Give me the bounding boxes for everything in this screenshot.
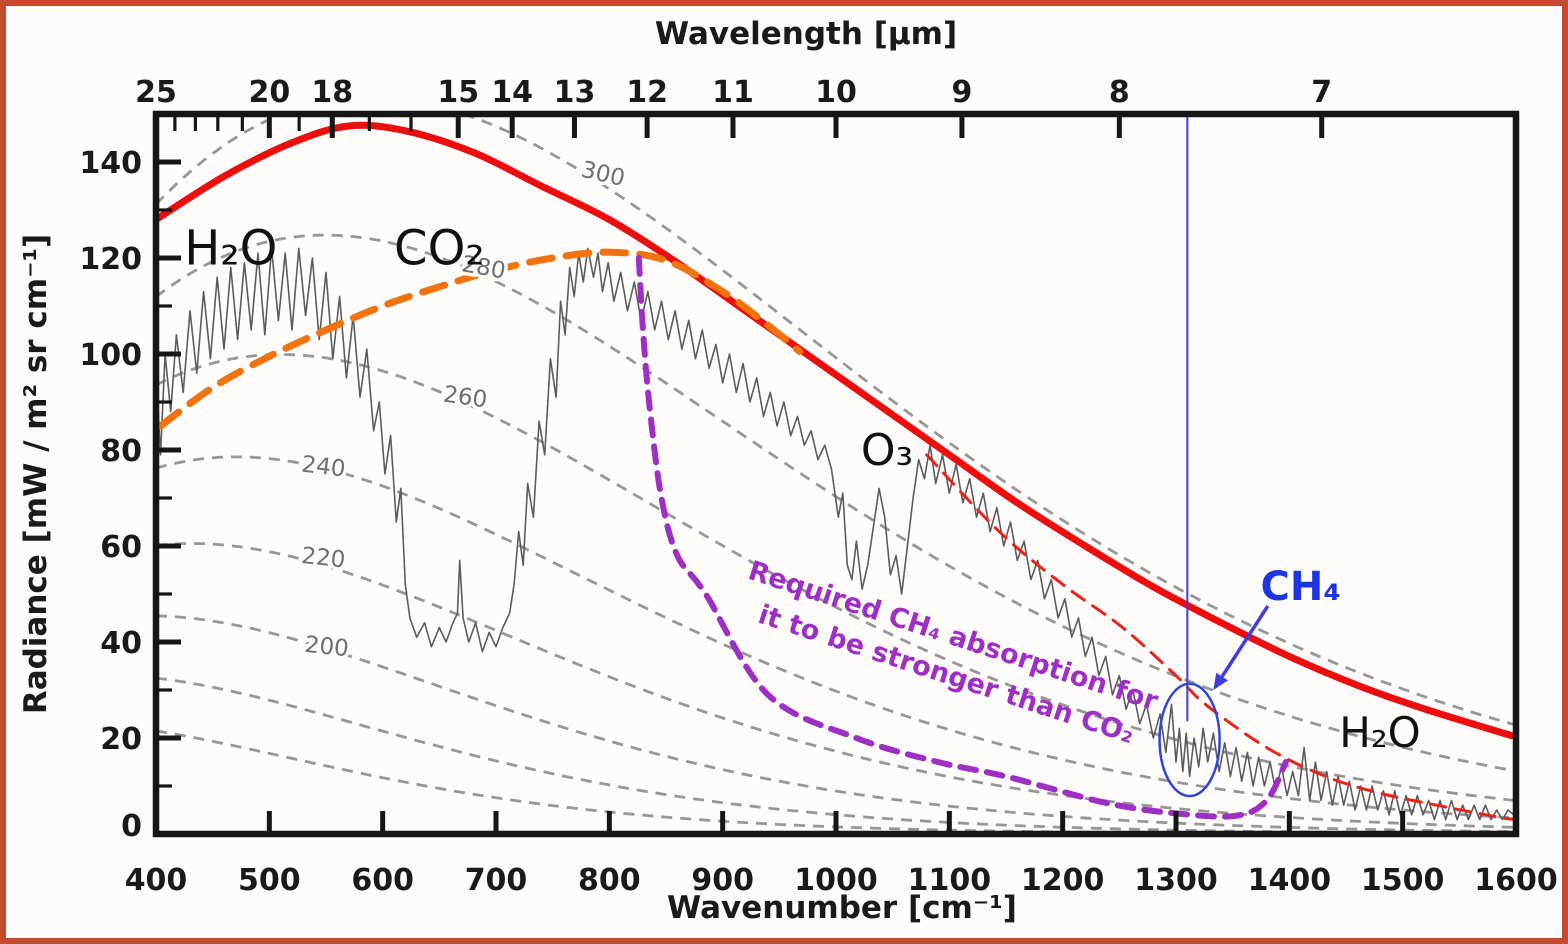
temp-label-220: 220 [300, 543, 346, 573]
left-tick-label: 20 [100, 722, 142, 757]
left-tick-label: 140 [79, 146, 142, 181]
bottom-tick-label: 400 [125, 863, 188, 898]
temp-label-300: 300 [579, 157, 628, 192]
bottom-tick-label: 1300 [1134, 863, 1218, 898]
temp-label-240: 240 [300, 451, 347, 482]
bottom-tick-label: 600 [351, 863, 414, 898]
left-axis-title: Radiance [mW / m² sr cm⁻¹] [18, 234, 54, 714]
top-tick-label: 9 [951, 75, 972, 110]
top-tick-label: 7 [1311, 75, 1332, 110]
bottom-tick-label: 1000 [794, 863, 878, 898]
window-envelope-red-dashed [925, 453, 1513, 821]
ch4-label: CH₄ [1260, 564, 1340, 610]
bottom-tick-label: 1600 [1474, 863, 1558, 898]
top-tick-label: 13 [554, 75, 596, 110]
left-tick-label: 60 [100, 530, 142, 565]
top-tick-label: 12 [626, 75, 668, 110]
bottom-tick-label: 900 [691, 863, 754, 898]
blackbody-curve-180 [159, 677, 1353, 831]
top-tick-label: 14 [491, 75, 533, 110]
h2o-right-label: H₂O [1339, 708, 1420, 757]
axis-tick-labels-layer: 400 500 600 700 800 900 1000 1100 1200 1300 1400 15… [79, 75, 1557, 898]
left-tick-label: 40 [100, 626, 142, 661]
o3-label: O₃ [861, 425, 913, 476]
temp-label-260: 260 [442, 382, 489, 414]
ch4-ellipse [1158, 682, 1221, 798]
top-tick-label: 15 [437, 75, 479, 110]
plot-border [152, 110, 1520, 838]
co2-label: CO₂ [394, 220, 485, 276]
surface-planck-red [159, 121, 1513, 740]
ch4-marker-layer [1158, 114, 1270, 798]
top-axis-title: Wavelength [μm] [655, 16, 957, 52]
ch4-arrow-head [1213, 672, 1228, 690]
top-tick-label: 20 [248, 75, 290, 110]
top-tick-label: 10 [815, 75, 857, 110]
ch4-required-purple [635, 255, 1289, 820]
blackbody-curve-300 [159, 117, 1513, 726]
left-tick-label: 120 [79, 242, 142, 277]
bottom-tick-label: 800 [578, 863, 641, 898]
top-tick-label: 11 [712, 75, 754, 110]
co2-emission-orange [159, 248, 804, 430]
ch4-arrow-shaft [1220, 605, 1270, 678]
bottom-tick-label: 700 [465, 863, 528, 898]
bottom-tick-label: 500 [238, 863, 301, 898]
bottom-tick-label: 1400 [1248, 863, 1332, 898]
top-tick-label: 25 [135, 75, 177, 110]
left-tick-label: 80 [100, 434, 142, 469]
bottom-tick-label: 1100 [908, 863, 992, 898]
left-tick-label: 0 [121, 809, 142, 844]
h2o-left-label: H₂O [184, 220, 277, 276]
top-tick-label: 8 [1109, 75, 1130, 110]
bottom-tick-label: 1500 [1361, 863, 1445, 898]
curves-layer [159, 117, 1513, 831]
temp-label-200: 200 [304, 632, 350, 662]
axis-ticks-layer [153, 117, 1519, 837]
top-tick-label: 18 [311, 75, 353, 110]
left-tick-label: 100 [79, 338, 142, 373]
blackbody-curve-220 [159, 542, 1513, 829]
bottom-axis-title: Wavenumber [cm⁻¹] [667, 890, 1017, 926]
bottom-tick-label: 1200 [1021, 863, 1105, 898]
blackbody-curve-240 [159, 455, 1513, 820]
blackbody-curve-260 [159, 353, 1513, 802]
observed-spectrum [159, 247, 1513, 821]
